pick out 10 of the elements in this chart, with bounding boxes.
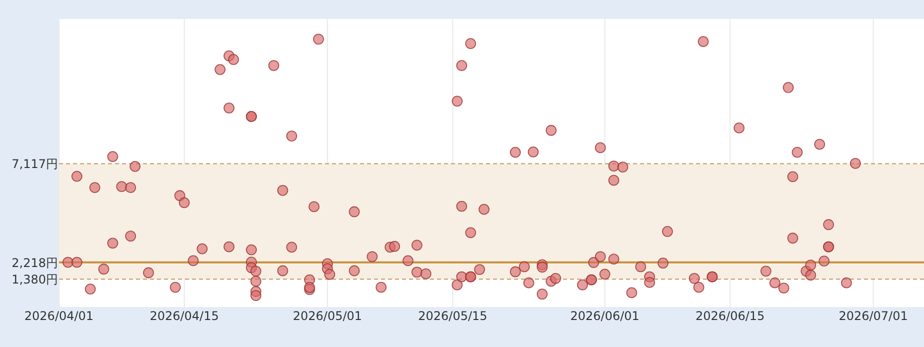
y-tick-label: 1,380円 bbox=[12, 272, 58, 287]
x-tick-label: 2026/04/15 bbox=[150, 309, 219, 323]
y-tick-label: 7,117円 bbox=[12, 157, 58, 172]
x-tick-label: 2026/05/01 bbox=[292, 309, 362, 323]
x-tick-label: 2026/06/01 bbox=[570, 309, 640, 323]
x-tick-label: 2026/06/15 bbox=[696, 309, 765, 323]
x-tick-label: 2026/07/01 bbox=[838, 309, 908, 323]
x-tick-label: 2026/05/15 bbox=[418, 309, 488, 323]
y-tick-label: 2,218円 bbox=[12, 256, 58, 270]
x-tick-label: 2026/04/01 bbox=[24, 309, 94, 323]
